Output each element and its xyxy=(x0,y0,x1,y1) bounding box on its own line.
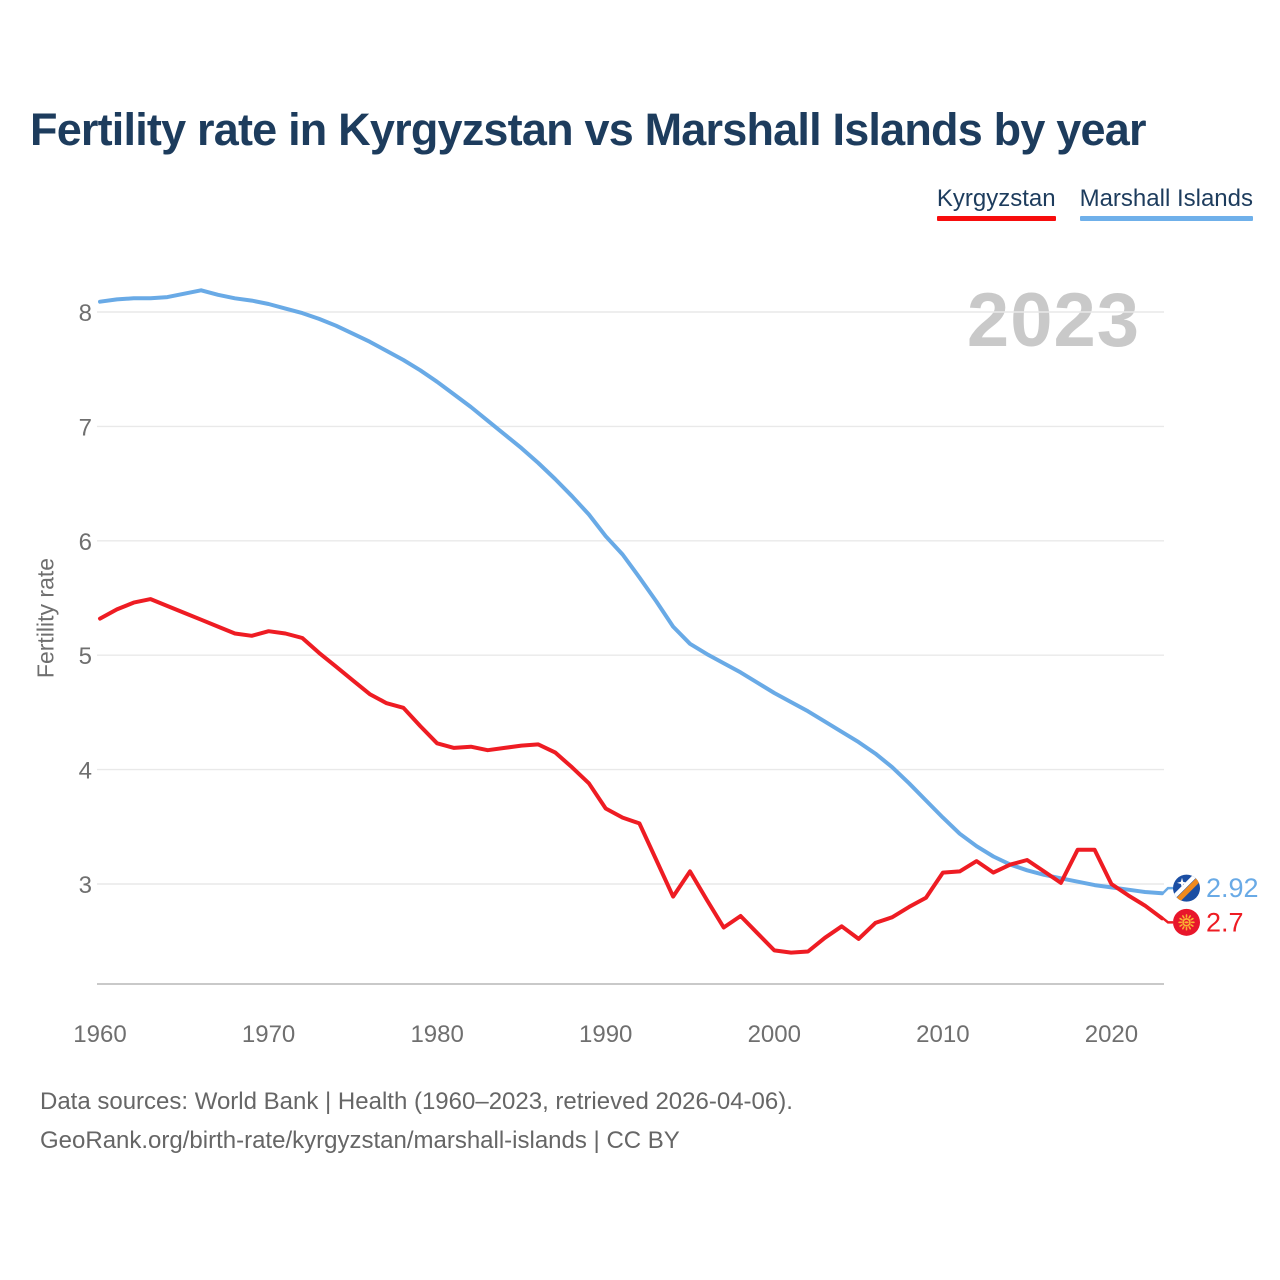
x-tick-label: 2020 xyxy=(1085,1021,1138,1048)
legend-label-kyrgyzstan: Kyrgyzstan xyxy=(936,185,1056,212)
legend-item-kyrgyzstan[interactable]: Kyrgyzstan xyxy=(936,185,1056,221)
y-axis-title: Fertility rate xyxy=(32,557,59,679)
legend-item-marshall-islands[interactable]: Marshall Islands xyxy=(1079,185,1253,221)
marshall-islands-line[interactable] xyxy=(98,288,1164,896)
x-tick-label: 1970 xyxy=(242,1021,295,1048)
y-tick-label: 7 xyxy=(79,414,92,441)
x-tick-label: 2010 xyxy=(916,1021,969,1048)
series-layer xyxy=(98,288,1164,955)
end-value-label-marshall-islands: 2.92 xyxy=(1206,873,1259,903)
end-connector xyxy=(1162,917,1173,924)
y-tick-label: 6 xyxy=(79,529,92,556)
legend-underline-marshall-islands xyxy=(1079,216,1253,221)
kyrgyzstan-line[interactable] xyxy=(98,597,1164,955)
y-tick-label: 5 xyxy=(79,643,92,670)
legend-label-marshall-islands: Marshall Islands xyxy=(1079,185,1253,212)
kyrgyzstan-flag-icon xyxy=(1172,908,1201,937)
page-title: Fertility rate in Kyrgyzstan vs Marshall… xyxy=(30,104,1146,155)
source-attribution: Data sources: World Bank | Health (1960–… xyxy=(40,1082,793,1160)
end-value-label-kyrgyzstan: 2.7 xyxy=(1206,907,1244,937)
source-line-1: Data sources: World Bank | Health (1960–… xyxy=(40,1088,793,1115)
y-tick-label: 8 xyxy=(79,300,92,327)
legend-underline-kyrgyzstan xyxy=(936,216,1056,221)
y-tick-label: 4 xyxy=(79,758,92,785)
end-connector xyxy=(1162,886,1173,895)
source-line-2: GeoRank.org/birth-rate/kyrgyzstan/marsha… xyxy=(40,1127,680,1154)
year-watermark: 2023 xyxy=(966,278,1140,363)
x-tick-label: 1990 xyxy=(579,1021,632,1048)
x-tick-label: 1980 xyxy=(410,1021,463,1048)
marshall-islands-flag-icon xyxy=(1172,873,1202,903)
y-tick-label: 3 xyxy=(79,872,92,899)
x-tick-label: 1960 xyxy=(73,1021,126,1048)
x-tick-label: 2000 xyxy=(748,1021,801,1048)
end-label-layer: 2.7 2.92 xyxy=(1162,873,1259,937)
grid-layer: 3 4 5 6 7 8 1960 1970 1980 1990 2000 2010 2020 xyxy=(73,300,1164,1048)
legend: Kyrgyzstan Marshall Islands xyxy=(936,185,1253,221)
